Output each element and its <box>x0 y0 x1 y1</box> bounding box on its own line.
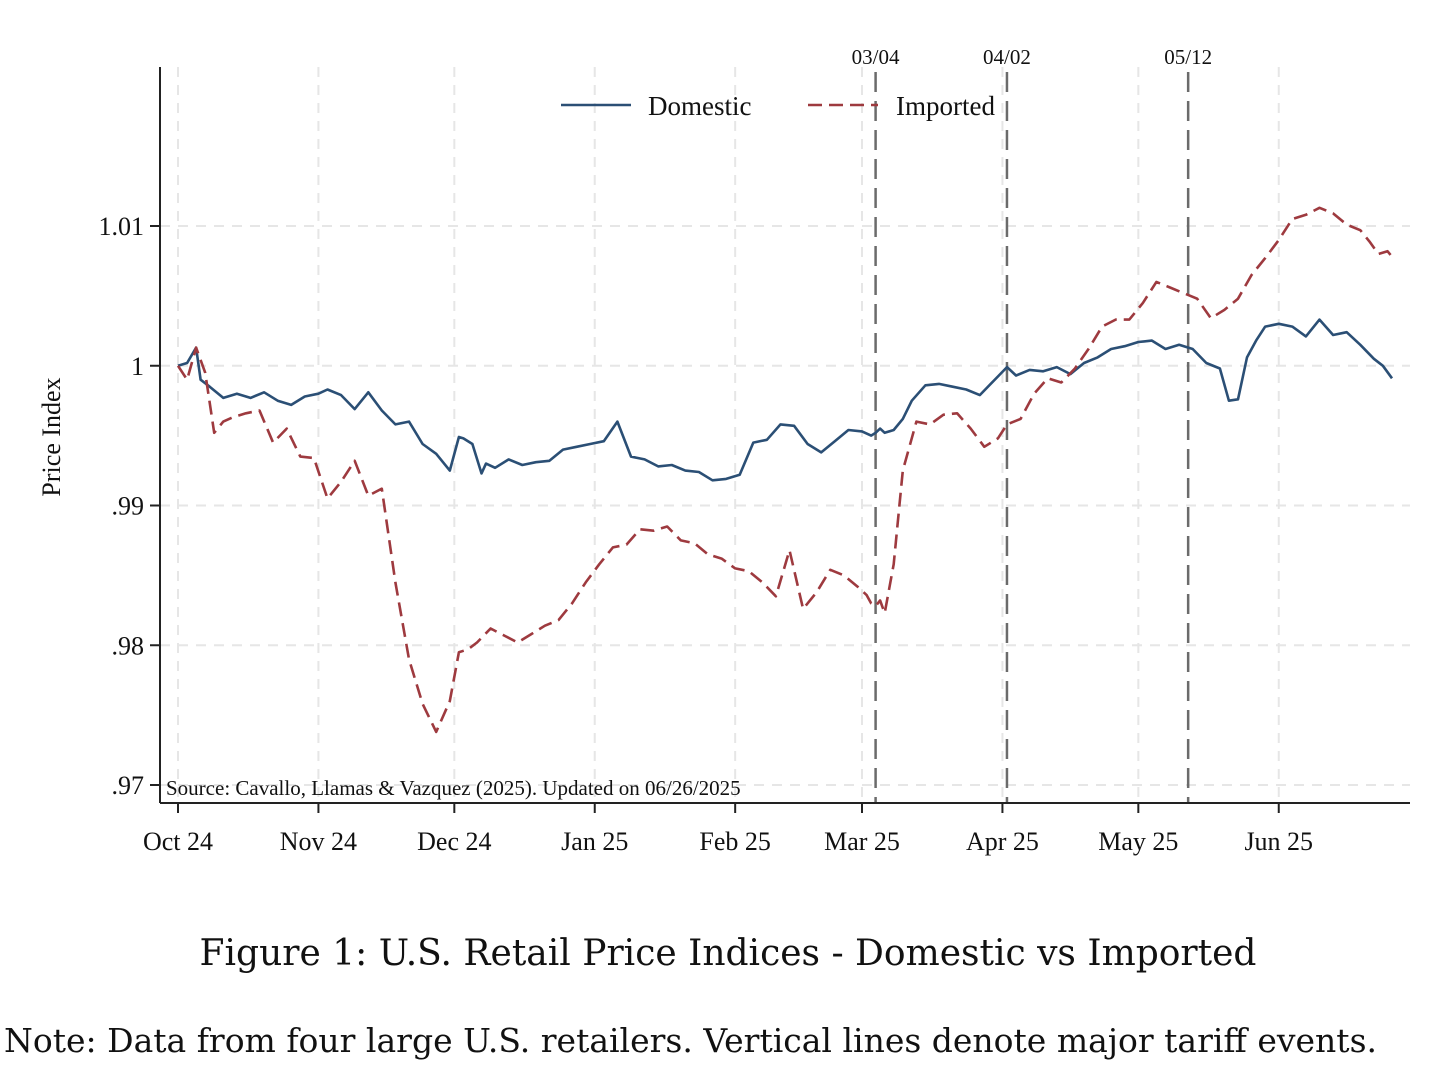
series-line-domestic <box>177 318 1394 482</box>
event-lines: 03/04 04/02 05/12 <box>852 45 1212 803</box>
x-tick-label: May 25 <box>1098 827 1178 856</box>
x-tick-label: Jun 25 <box>1244 827 1313 856</box>
y-axis-ticks: .97 .98 .99 1 1.01 <box>99 212 160 800</box>
legend: Domestic Imported <box>561 91 995 121</box>
y-tick-label: 1.01 <box>99 212 145 241</box>
x-axis-ticks: Oct 24 Nov 24 Dec 24 Jan 25 Feb 25 Mar 25 Apr … <box>143 803 1313 856</box>
y-tick-label: .98 <box>112 631 145 660</box>
event-line-label: 05/12 <box>1164 45 1212 69</box>
x-tick-label: Oct 24 <box>143 827 213 856</box>
x-tick-label: Nov 24 <box>280 827 357 856</box>
x-tick-label: Feb 25 <box>699 827 771 856</box>
x-tick-label: Dec 24 <box>417 827 491 856</box>
x-tick-label: Jan 25 <box>561 827 628 856</box>
y-tick-label: 1 <box>131 352 144 381</box>
gridlines <box>160 67 1410 803</box>
event-line-label: 04/02 <box>983 45 1031 69</box>
y-axis-title: Price Index <box>37 377 66 496</box>
series-lines <box>176 206 1394 734</box>
x-tick-label: Apr 25 <box>966 827 1039 856</box>
event-line-label: 03/04 <box>852 45 900 69</box>
x-tick-label: Mar 25 <box>824 827 900 856</box>
series-line-imported <box>176 206 1394 734</box>
figure-caption: Figure 1: U.S. Retail Price Indices - Do… <box>199 933 1257 974</box>
legend-label-domestic: Domestic <box>648 91 751 121</box>
source-note: Source: Cavallo, Llamas & Vazquez (2025)… <box>166 776 741 800</box>
y-tick-label: .97 <box>112 771 145 800</box>
legend-label-imported: Imported <box>896 91 995 121</box>
price-index-chart: 03/04 04/02 05/12 .97 .98 .99 1 1.01 Oct 24 Nov… <box>37 45 1410 856</box>
y-tick-label: .99 <box>112 492 145 521</box>
figure-note: Note: Data from four large U.S. retailer… <box>4 1021 1377 1060</box>
